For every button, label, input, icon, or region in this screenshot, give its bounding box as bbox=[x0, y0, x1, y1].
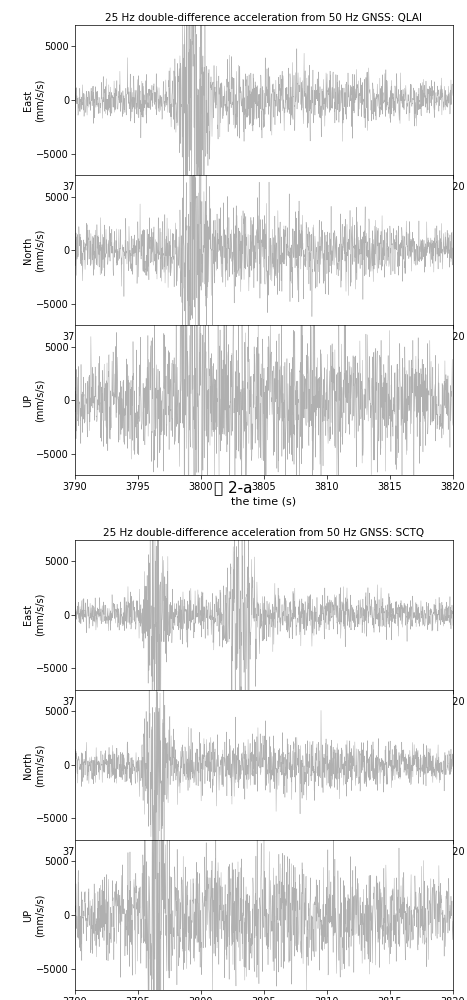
Y-axis label: North
(mm/s/s): North (mm/s/s) bbox=[23, 743, 44, 787]
Y-axis label: UP
(mm/s/s): UP (mm/s/s) bbox=[23, 379, 44, 422]
X-axis label: the time (s): the time (s) bbox=[231, 496, 297, 506]
Title: 25 Hz double-difference acceleration from 50 Hz GNSS: SCTQ: 25 Hz double-difference acceleration fro… bbox=[103, 528, 425, 538]
Text: 图 2-a: 图 2-a bbox=[214, 480, 253, 495]
Y-axis label: North
(mm/s/s): North (mm/s/s) bbox=[23, 228, 44, 272]
Y-axis label: East
(mm/s/s): East (mm/s/s) bbox=[23, 78, 44, 122]
Y-axis label: UP
(mm/s/s): UP (mm/s/s) bbox=[23, 893, 44, 937]
Title: 25 Hz double-difference acceleration from 50 Hz GNSS: QLAI: 25 Hz double-difference acceleration fro… bbox=[106, 13, 422, 23]
Y-axis label: East
(mm/s/s): East (mm/s/s) bbox=[23, 593, 44, 636]
